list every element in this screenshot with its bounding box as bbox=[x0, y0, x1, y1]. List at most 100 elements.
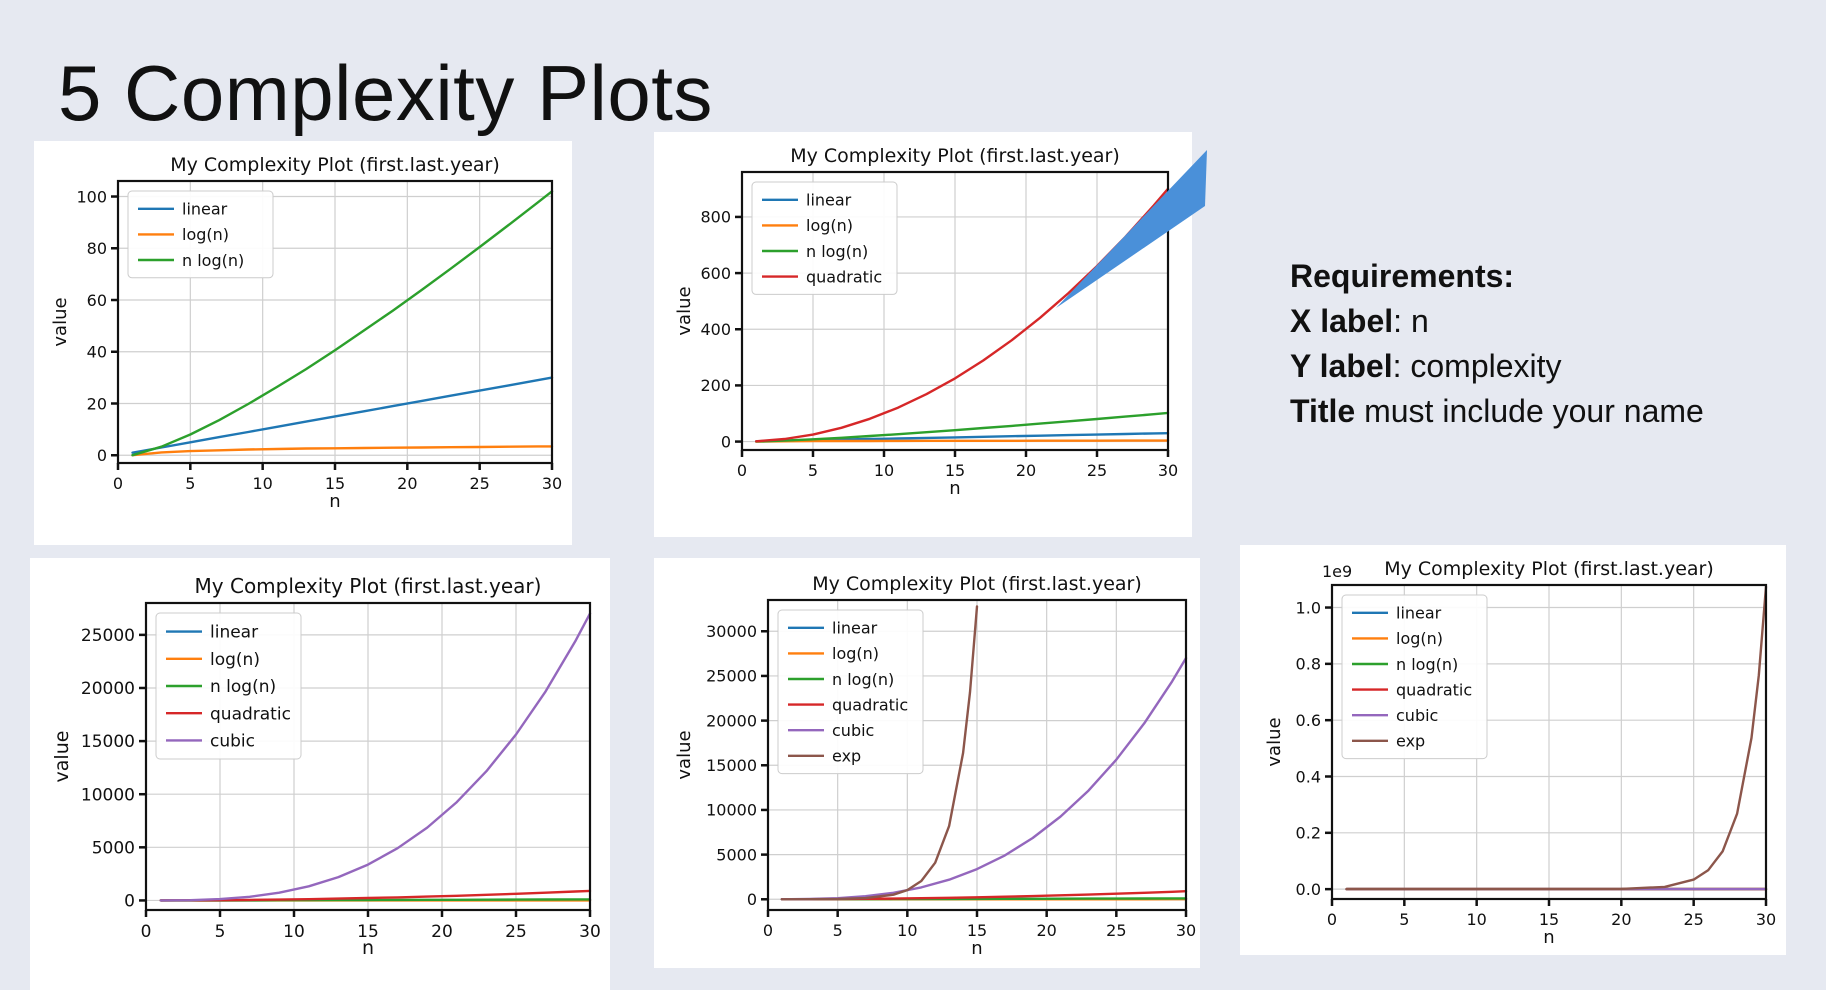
requirements-box: Requirements: X label: n Y label: comple… bbox=[1290, 254, 1704, 434]
legend: linear log(n) n log(n) quadratic cubic exp bbox=[1341, 594, 1488, 760]
series-lines bbox=[131, 190, 554, 457]
requirement-y-value: : complexity bbox=[1392, 348, 1562, 384]
x-axis-label: n bbox=[949, 478, 960, 499]
legend-label-exp: exp bbox=[832, 747, 861, 766]
x-tick-label: 20 bbox=[1611, 910, 1631, 929]
chart-title: My Complexity Plot (first.last.year) bbox=[812, 573, 1142, 595]
x-tick-label: 0 bbox=[763, 921, 773, 940]
x-axis-label: n bbox=[329, 491, 340, 512]
legend-label-linear: linear bbox=[210, 623, 258, 643]
y-tick-label: 800 bbox=[700, 208, 731, 227]
x-tick-label: 15 bbox=[325, 474, 345, 493]
requirement-x-key: X label bbox=[1290, 303, 1394, 339]
y-tick-label: 0.8 bbox=[1296, 655, 1321, 674]
chart-title: My Complexity Plot (first.last.year) bbox=[195, 574, 542, 598]
x-tick-label: 5 bbox=[833, 921, 843, 940]
legend: linear log(n) n log(n) quadratic bbox=[751, 181, 898, 295]
chart-panel-5: 0 5 10 15 20 25 30 0.0 0.2 0.4 0.6 0.8 1.0 My Complex… bbox=[1240, 545, 1786, 955]
legend-label-log-n: log(n) bbox=[806, 216, 853, 235]
legend-label-log-n: log(n) bbox=[832, 644, 879, 663]
chart-svg: 0 5 10 15 20 25 30 0 200 400 600 800 My Complexity P… bbox=[674, 145, 1178, 499]
x-tick-label: 15 bbox=[967, 921, 987, 940]
series-line-n-log-n bbox=[754, 411, 1170, 443]
x-tick-label: 10 bbox=[897, 921, 917, 940]
legend-label-n-log-n: n log(n) bbox=[210, 677, 276, 697]
series-line-log-n bbox=[131, 445, 554, 457]
x-tick-label: 15 bbox=[1539, 910, 1559, 929]
x-tick-label: 25 bbox=[1683, 910, 1703, 929]
callout-arrow bbox=[1056, 150, 1207, 308]
y-tick-label: 0 bbox=[721, 432, 731, 451]
y-tick-label: 0 bbox=[124, 892, 135, 912]
legend-label-n-log-n: n log(n) bbox=[1396, 655, 1458, 674]
y-tick-label: 60 bbox=[87, 291, 107, 310]
axis-offset-label: 1e9 bbox=[1322, 562, 1352, 581]
series-line-cubic bbox=[159, 612, 592, 902]
chart-panel-1: 0 5 10 15 20 25 30 0 20 40 60 80 100 My Complexity Pl… bbox=[34, 141, 572, 545]
x-tick-label: 10 bbox=[1466, 910, 1486, 929]
legend-label-n-log-n: n log(n) bbox=[806, 242, 868, 261]
y-tick-label: 10000 bbox=[81, 785, 135, 805]
legend: linear log(n) n log(n) quadratic cubic bbox=[155, 612, 302, 760]
x-tick-label: 20 bbox=[1016, 461, 1036, 480]
legend-box bbox=[751, 181, 898, 295]
x-tick-label: 15 bbox=[357, 922, 379, 942]
y-tick-label: 600 bbox=[700, 264, 731, 283]
x-tick-label: 5 bbox=[808, 461, 818, 480]
y-tick-label: 0.6 bbox=[1296, 711, 1321, 730]
chart-svg: 0 5 10 15 20 25 30 0 5000 10000 15000 20000 25000 300… bbox=[674, 573, 1196, 959]
chart-panel-3: 0 5 10 15 20 25 30 0 5000 10000 15000 20000 25000 My … bbox=[30, 558, 610, 990]
y-tick-label: 400 bbox=[700, 320, 731, 339]
y-axis-label: value bbox=[674, 286, 695, 335]
legend-label-exp: exp bbox=[1396, 732, 1425, 751]
series-line-log-n bbox=[754, 439, 1170, 443]
legend-label-quadratic: quadratic bbox=[210, 704, 291, 724]
y-tick-label: 25000 bbox=[706, 667, 757, 686]
y-axis-label: value bbox=[1264, 717, 1285, 766]
chart-svg: 0 5 10 15 20 25 30 0 20 40 60 80 100 My Complexity Pl… bbox=[50, 154, 562, 512]
x-tick-label: 25 bbox=[1087, 461, 1107, 480]
x-tick-label: 15 bbox=[945, 461, 965, 480]
x-tick-label: 10 bbox=[283, 922, 305, 942]
y-tick-label: 20000 bbox=[706, 711, 757, 730]
legend-box bbox=[127, 190, 274, 279]
axis-ticks: 0 5 10 15 20 25 30 0 5000 10000 15000 20000 25000 bbox=[81, 626, 601, 942]
legend: linear log(n) n log(n) quadratic cubic exp bbox=[777, 609, 924, 775]
y-tick-label: 0 bbox=[747, 890, 757, 909]
y-tick-label: 0.4 bbox=[1296, 767, 1321, 786]
legend-label-log-n: log(n) bbox=[182, 225, 229, 244]
y-tick-label: 0 bbox=[97, 446, 107, 465]
x-tick-label: 30 bbox=[1176, 921, 1196, 940]
x-axis-label: n bbox=[1543, 927, 1554, 948]
requirement-title-key: Title bbox=[1290, 393, 1356, 429]
chart-title: My Complexity Plot (first.last.year) bbox=[790, 145, 1120, 167]
x-tick-label: 20 bbox=[431, 922, 453, 942]
axis-ticks: 0 5 10 15 20 25 30 0.0 0.2 0.4 0.6 0.8 1.0 bbox=[1296, 598, 1777, 929]
x-tick-label: 0 bbox=[737, 461, 747, 480]
y-tick-label: 5000 bbox=[716, 845, 757, 864]
y-tick-label: 40 bbox=[87, 343, 107, 362]
y-axis-label: value bbox=[674, 730, 695, 779]
y-tick-label: 200 bbox=[700, 376, 731, 395]
legend-box bbox=[777, 609, 924, 775]
y-tick-label: 15000 bbox=[706, 756, 757, 775]
y-tick-label: 10000 bbox=[706, 801, 757, 820]
requirement-title-value: must include your name bbox=[1355, 393, 1704, 429]
chart-panel-2: 0 5 10 15 20 25 30 0 200 400 600 800 My Complexity P… bbox=[654, 132, 1192, 537]
x-tick-label: 0 bbox=[1327, 910, 1337, 929]
legend-label-cubic: cubic bbox=[832, 721, 874, 740]
requirement-y-key: Y label bbox=[1290, 348, 1393, 384]
requirements-heading: Requirements: bbox=[1290, 258, 1515, 294]
x-tick-label: 0 bbox=[113, 474, 123, 493]
x-tick-label: 10 bbox=[252, 474, 272, 493]
x-tick-label: 20 bbox=[397, 474, 417, 493]
series-lines bbox=[1345, 585, 1768, 891]
legend-label-linear: linear bbox=[806, 191, 852, 210]
y-tick-label: 20000 bbox=[81, 679, 135, 699]
legend-label-log-n: log(n) bbox=[1396, 629, 1443, 648]
x-tick-label: 30 bbox=[1756, 910, 1776, 929]
legend-label-quadratic: quadratic bbox=[1396, 680, 1472, 699]
callout-arrow-shape bbox=[1056, 150, 1207, 308]
slide-title: 5 Complexity Plots bbox=[58, 49, 713, 137]
chart-svg: 0 5 10 15 20 25 30 0.0 0.2 0.4 0.6 0.8 1.0 My Complex… bbox=[1264, 558, 1777, 948]
